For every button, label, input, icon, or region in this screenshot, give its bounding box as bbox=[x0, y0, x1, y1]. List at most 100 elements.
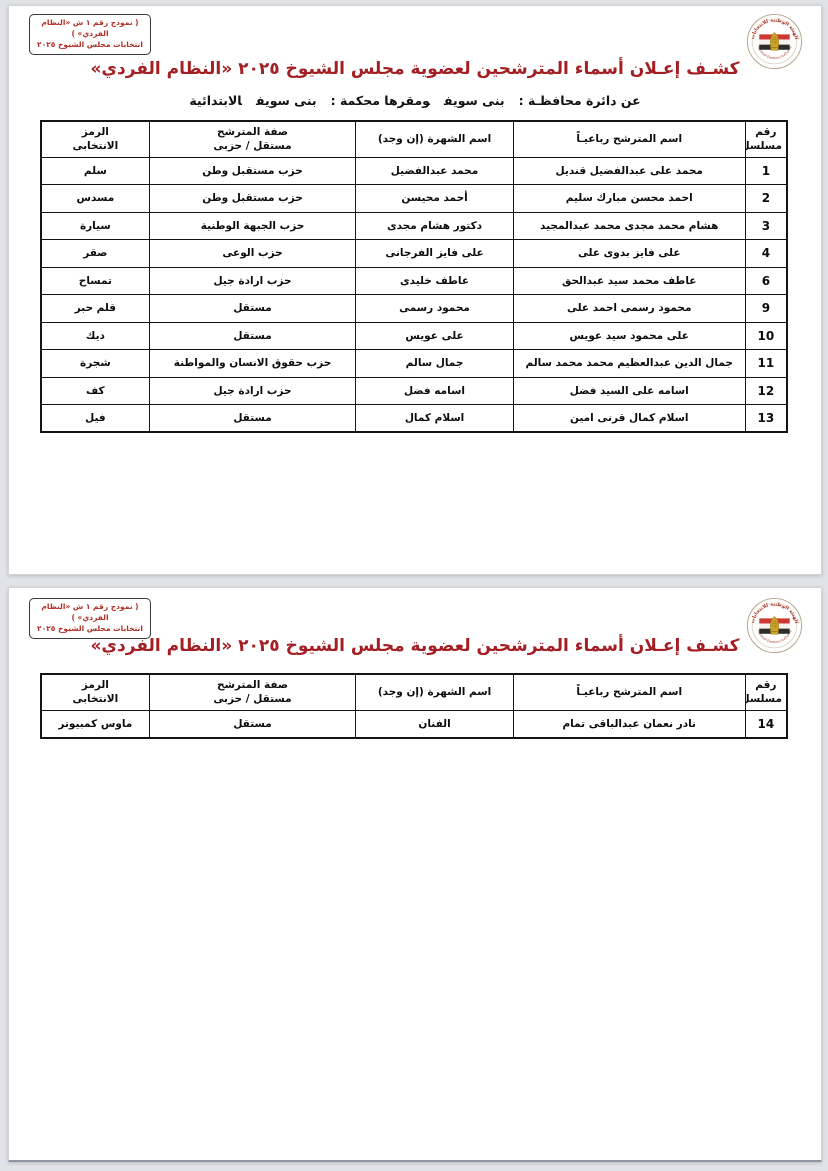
serial-number-cell: 12 bbox=[744, 376, 788, 405]
fame-name-cell: اسلام كمال bbox=[355, 404, 514, 433]
header-serial: رقممسلسل bbox=[744, 673, 788, 711]
electoral-symbol-cell: ديك bbox=[40, 321, 150, 350]
header-fame-name: اسم الشهرة (إن وجد) bbox=[355, 120, 514, 158]
candidate-capacity-cell: حزب ارادة جيل bbox=[148, 376, 357, 405]
candidate-name-cell: محمود رسمى احمد على bbox=[512, 294, 746, 323]
electoral-symbol-cell: ماوس كمبيوتر bbox=[40, 709, 150, 739]
candidate-name-cell: جمال الدين عبدالعظيم محمد محمد سالم bbox=[512, 349, 746, 378]
candidate-capacity-cell: حزب الوعى bbox=[148, 239, 357, 268]
table-row: 3 هشام محمد مجدى محمد عبدالمجيد دكتور هش… bbox=[40, 211, 788, 240]
form-number-box: ( نموذج رقم ١ ش «النظام الفردي» ) انتخاب… bbox=[29, 14, 151, 55]
district-subtitle: عن دائرة محافظـة : بنى سويف ومقرها محكمة :… bbox=[9, 93, 821, 108]
serial-number-cell: 1 bbox=[744, 156, 788, 185]
candidate-capacity-cell: حزب حقوق الانسان والمواطنة bbox=[148, 349, 357, 378]
form-number-line2: انتخابات مجلس الشيوخ ٢٠٢٥ bbox=[37, 623, 143, 633]
egypt-flag-eagle-icon bbox=[759, 32, 790, 51]
candidate-capacity-cell: مستقل bbox=[148, 294, 357, 323]
table-row: 13 اسلام كمال قرنى امين اسلام كمال مستقل… bbox=[40, 404, 788, 433]
fame-name-cell: جمال سالم bbox=[355, 349, 514, 378]
fame-name-cell: أحمد محيسن bbox=[355, 184, 514, 213]
serial-number-cell: 3 bbox=[744, 211, 788, 240]
candidate-name-cell: اسلام كمال قرنى امين bbox=[512, 404, 746, 433]
candidate-name-cell: نادر نعمان عبدالباقى تمام bbox=[512, 709, 746, 739]
electoral-symbol-cell: تمساح bbox=[40, 266, 150, 295]
electoral-symbol-cell: صقر bbox=[40, 239, 150, 268]
fame-name-cell: اسامه فضل bbox=[355, 376, 514, 405]
electoral-symbol-cell: شجرة bbox=[40, 349, 150, 378]
candidate-capacity-cell: حزب مستقبل وطن bbox=[148, 156, 357, 185]
document-page-2: ( نموذج رقم ١ ش «النظام الفردي» ) انتخاب… bbox=[8, 587, 822, 1162]
court-value: بنى سويف bbox=[256, 93, 317, 108]
fame-name-cell: الفنان bbox=[355, 709, 514, 739]
header-electoral-symbol: الرمز الانتخابى bbox=[40, 673, 150, 711]
candidates-table-page-1: رقممسلسل اسم المترشح رباعيـاً اسم الشهرة… bbox=[40, 120, 788, 433]
fame-name-cell: على فايز الفرجانى bbox=[355, 239, 514, 268]
header-candidate-name: اسم المترشح رباعيـاً bbox=[512, 673, 746, 711]
candidate-capacity-cell: حزب مستقبل وطن bbox=[148, 184, 357, 213]
table-row: 12 اسامه على السيد فضل اسامه فضل حزب ارا… bbox=[40, 376, 788, 405]
district-label: عن دائرة محافظـة : bbox=[518, 93, 641, 108]
table-row: 4 على فايز بدوى على على فايز الفرجانى حز… bbox=[40, 239, 788, 268]
serial-number-cell: 4 bbox=[744, 239, 788, 268]
candidate-name-cell: على فايز بدوى على bbox=[512, 239, 746, 268]
candidate-name-cell: احمد محسن مبارك سليم bbox=[512, 184, 746, 213]
table-row: 1 محمد على عبدالفضيل قنديل محمد عبدالفضي… bbox=[40, 156, 788, 185]
candidate-name-cell: عاطف محمد سيد عبدالحق bbox=[512, 266, 746, 295]
serial-number-cell: 2 bbox=[744, 184, 788, 213]
candidate-capacity-cell: مستقل bbox=[148, 404, 357, 433]
candidate-name-cell: اسامه على السيد فضل bbox=[512, 376, 746, 405]
table-row: 9 محمود رسمى احمد على محمود رسمى مستقل ق… bbox=[40, 294, 788, 323]
table-row: 11 جمال الدين عبدالعظيم محمد محمد سالم ج… bbox=[40, 349, 788, 378]
header-serial: رقممسلسل bbox=[744, 120, 788, 158]
candidate-name-cell: على محمود سيد عويس bbox=[512, 321, 746, 350]
district-value: بنى سويف bbox=[444, 93, 505, 108]
serial-number-cell: 6 bbox=[744, 266, 788, 295]
serial-number-cell: 10 bbox=[744, 321, 788, 350]
candidate-name-cell: هشام محمد مجدى محمد عبدالمجيد bbox=[512, 211, 746, 240]
court-label: ومقرها محكمة : bbox=[330, 93, 431, 108]
table-row: 10 على محمود سيد عويس على عويس مستقل ديك bbox=[40, 321, 788, 350]
header-capacity: صفة المترشح مستقل / حزبى bbox=[148, 120, 357, 158]
electoral-symbol-cell: فيل bbox=[40, 404, 150, 433]
court-type-value: الابتدائية bbox=[189, 93, 242, 108]
authority-emblem: الهيئة الوطنية للانتخابات National Elect… bbox=[746, 597, 803, 654]
candidate-capacity-cell: حزب الجبهة الوطنية bbox=[148, 211, 357, 240]
electoral-symbol-cell: سلم bbox=[40, 156, 150, 185]
form-number-line2: انتخابات مجلس الشيوخ ٢٠٢٥ bbox=[37, 39, 143, 49]
candidates-tbody-page-2: 14 نادر نعمان عبدالباقى تمام الفنان مستق… bbox=[40, 709, 788, 739]
candidates-table-page-2: رقممسلسل اسم المترشح رباعيـاً اسم الشهرة… bbox=[40, 673, 788, 739]
header-capacity: صفة المترشح مستقل / حزبى bbox=[148, 673, 357, 711]
candidate-capacity-cell: حزب ارادة جيل bbox=[148, 266, 357, 295]
page-title: كشـف إعـلان أسماء المترشحين لعضوية مجلس … bbox=[90, 636, 740, 656]
page-title: كشـف إعـلان أسماء المترشحين لعضوية مجلس … bbox=[90, 59, 740, 79]
header-fame-name: اسم الشهرة (إن وجد) bbox=[355, 673, 514, 711]
fame-name-cell: محمد عبدالفضيل bbox=[355, 156, 514, 185]
candidate-name-cell: محمد على عبدالفضيل قنديل bbox=[512, 156, 746, 185]
serial-number-cell: 9 bbox=[744, 294, 788, 323]
candidates-tbody-page-1: 1 محمد على عبدالفضيل قنديل محمد عبدالفضي… bbox=[40, 156, 788, 433]
electoral-symbol-cell: قلم حبر bbox=[40, 294, 150, 323]
table-row: 2 احمد محسن مبارك سليم أحمد محيسن حزب مس… bbox=[40, 184, 788, 213]
header-electoral-symbol: الرمز الانتخابى bbox=[40, 120, 150, 158]
fame-name-cell: على عويس bbox=[355, 321, 514, 350]
form-number-box: ( نموذج رقم ١ ش «النظام الفردي» ) انتخاب… bbox=[29, 598, 151, 639]
candidate-capacity-cell: مستقل bbox=[148, 321, 357, 350]
electoral-symbol-cell: سيارة bbox=[40, 211, 150, 240]
serial-number-cell: 11 bbox=[744, 349, 788, 378]
serial-number-cell: 13 bbox=[744, 404, 788, 433]
electoral-symbol-cell: مسدس bbox=[40, 184, 150, 213]
table-row: 14 نادر نعمان عبدالباقى تمام الفنان مستق… bbox=[40, 709, 788, 739]
authority-emblem: الهيئة الوطنية للانتخابات National Elect… bbox=[746, 13, 803, 70]
electoral-symbol-cell: كف bbox=[40, 376, 150, 405]
form-number-line1: ( نموذج رقم ١ ش «النظام الفردي» ) bbox=[41, 18, 139, 38]
document-page-1: ( نموذج رقم ١ ش «النظام الفردي» ) انتخاب… bbox=[8, 5, 822, 575]
fame-name-cell: عاطف خليدى bbox=[355, 266, 514, 295]
fame-name-cell: دكتور هشام مجدى bbox=[355, 211, 514, 240]
header-candidate-name: اسم المترشح رباعيـاً bbox=[512, 120, 746, 158]
table-header-row: رقممسلسل اسم المترشح رباعيـاً اسم الشهرة… bbox=[40, 120, 788, 158]
table-row: 6 عاطف محمد سيد عبدالحق عاطف خليدى حزب ا… bbox=[40, 266, 788, 295]
fame-name-cell: محمود رسمى bbox=[355, 294, 514, 323]
table-header-row: رقممسلسل اسم المترشح رباعيـاً اسم الشهرة… bbox=[40, 673, 788, 711]
candidate-capacity-cell: مستقل bbox=[148, 709, 357, 739]
serial-number-cell: 14 bbox=[744, 709, 788, 739]
